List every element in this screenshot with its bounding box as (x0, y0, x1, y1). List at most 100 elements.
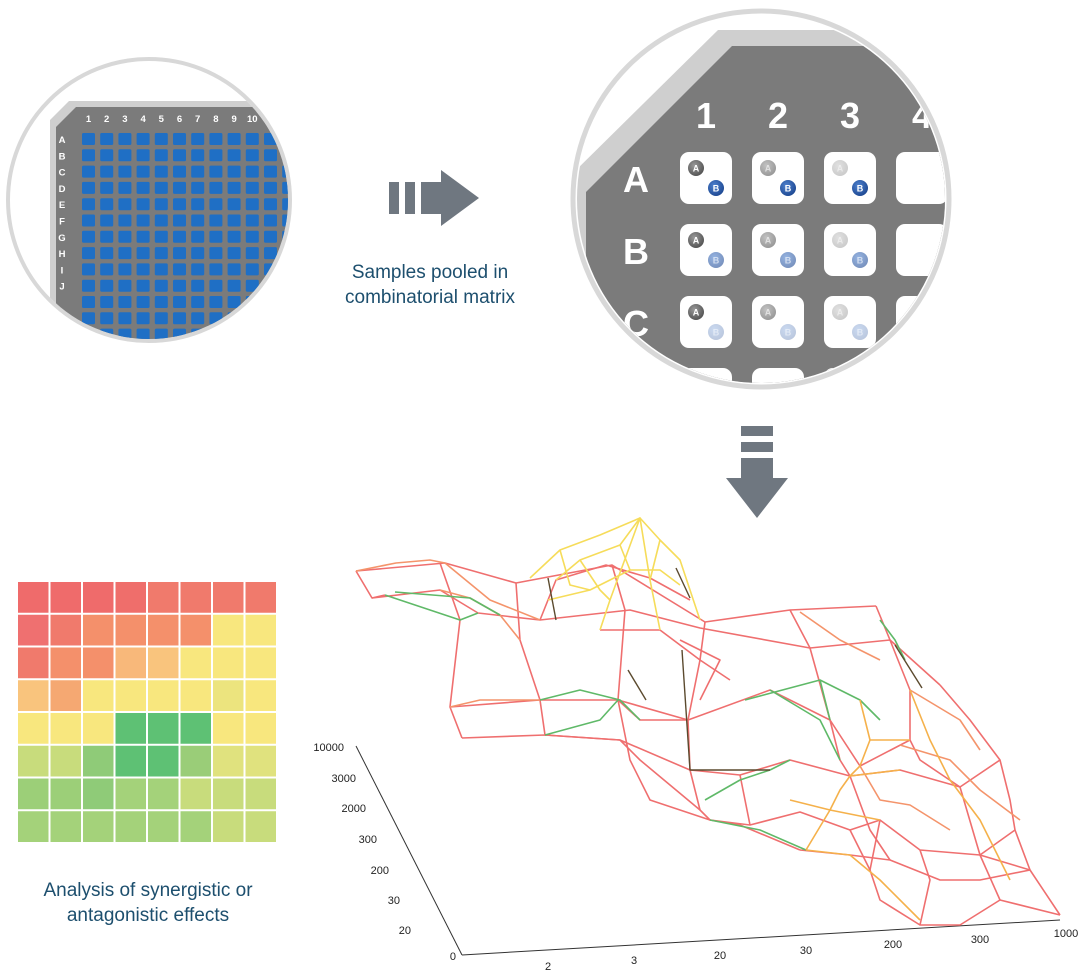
plate-well (136, 149, 150, 162)
step1-caption-line1: Samples pooled in (351, 262, 509, 283)
plate-well (227, 214, 241, 227)
plate-well (173, 214, 186, 227)
plate-zoom-well (824, 296, 876, 348)
plate-well (264, 181, 277, 194)
plate-row-label: E (59, 200, 65, 211)
heatmap-cell (83, 582, 114, 613)
plate-well (154, 149, 168, 162)
plate-well (136, 133, 150, 145)
compound-a-label: A (837, 236, 844, 246)
plate-well (245, 198, 259, 211)
plate-well (82, 312, 95, 325)
plate-well (136, 198, 150, 211)
plate-row-label: F (59, 217, 65, 228)
plate-well (100, 198, 114, 211)
plate-row-label: D (59, 184, 66, 195)
plate-well (100, 181, 114, 194)
surface-wireframe (355, 517, 1061, 926)
compound-b-label: B (785, 256, 792, 266)
plate-well (136, 214, 150, 227)
plate-well (282, 214, 288, 227)
step2-caption-line1: Analysis of synergistic or (43, 880, 253, 901)
plate-well (191, 312, 205, 325)
heatmap-cell (18, 811, 49, 842)
plate-well (264, 296, 277, 308)
plate-well (100, 247, 114, 260)
heatmap-cell (245, 582, 276, 613)
compound-a-dot (760, 160, 776, 176)
compound-a-dot (688, 232, 704, 248)
plate-well (136, 296, 150, 308)
heatmap-cell (115, 778, 146, 810)
plate-well (209, 198, 223, 211)
plate-well (209, 263, 223, 276)
z-tick-label: 30 (388, 895, 400, 907)
compound-a-dot (688, 160, 704, 176)
plate-well (227, 296, 241, 308)
heatmap-cell (213, 614, 244, 646)
compound-b-dot (780, 324, 796, 340)
heatmap-cell (83, 713, 114, 744)
plate-well (173, 149, 186, 162)
heatmap-cell (50, 811, 81, 842)
plate-well (245, 312, 259, 325)
heatmap-cell (213, 745, 244, 777)
plate-well (82, 296, 95, 308)
plate-well (118, 312, 132, 325)
compound-a-dot (760, 232, 776, 248)
plate-well (227, 133, 241, 145)
heatmap-cell (245, 811, 276, 842)
plate-well (191, 181, 205, 194)
plate-well (227, 328, 241, 339)
plate-row-label: A (59, 135, 66, 146)
plate-well (209, 165, 223, 178)
plate-col-label: 5 (159, 114, 165, 125)
compound-b-dot (780, 180, 796, 196)
heatmap-cell (148, 680, 179, 711)
plate-well (209, 296, 223, 308)
plate-well (136, 181, 150, 194)
plate-well (245, 149, 259, 162)
compound-b-label: B (857, 256, 864, 266)
plate-well (118, 214, 132, 227)
heatmap-cell (148, 647, 179, 679)
heatmap-cell (50, 647, 81, 679)
compound-b-label: B (713, 328, 720, 338)
compound-a-label: A (837, 308, 844, 318)
heatmap-cell (18, 647, 49, 679)
plate-well (191, 230, 205, 243)
heatmap-cell (83, 680, 114, 711)
plate-well (173, 247, 186, 260)
plate-well (245, 230, 259, 243)
heatmap-cell (148, 745, 179, 777)
x-tick-label: 200 (884, 939, 902, 951)
heatmap-cell (18, 582, 49, 613)
plate-well (154, 279, 168, 292)
plate-well (100, 133, 114, 145)
plate-well (173, 198, 186, 211)
heatmap-cell (83, 614, 114, 646)
z-tick-label: 10000 (313, 742, 344, 754)
plate-row-label: B (59, 151, 66, 162)
plate-well (173, 296, 186, 308)
compound-a-label: A (693, 308, 700, 318)
plate-well (245, 133, 259, 145)
heatmap-cell (115, 680, 146, 711)
compound-a-label: A (765, 236, 772, 246)
compound-b-label: B (857, 328, 864, 338)
plate-well (100, 214, 114, 227)
heatmap-cell (115, 811, 146, 842)
plate-well (173, 181, 186, 194)
plate-well (209, 149, 223, 162)
plate-well (136, 165, 150, 178)
plate-zoom-col-label: 3 (840, 95, 860, 136)
plate-well (154, 133, 168, 145)
compound-b-dot (708, 252, 724, 268)
plate-well (191, 279, 205, 292)
plate-zoom-well (896, 368, 945, 383)
down-arrow-icon (726, 426, 788, 518)
plate-well (282, 198, 288, 211)
x-tick-label: 3 (631, 955, 637, 967)
plate-well (245, 279, 259, 292)
